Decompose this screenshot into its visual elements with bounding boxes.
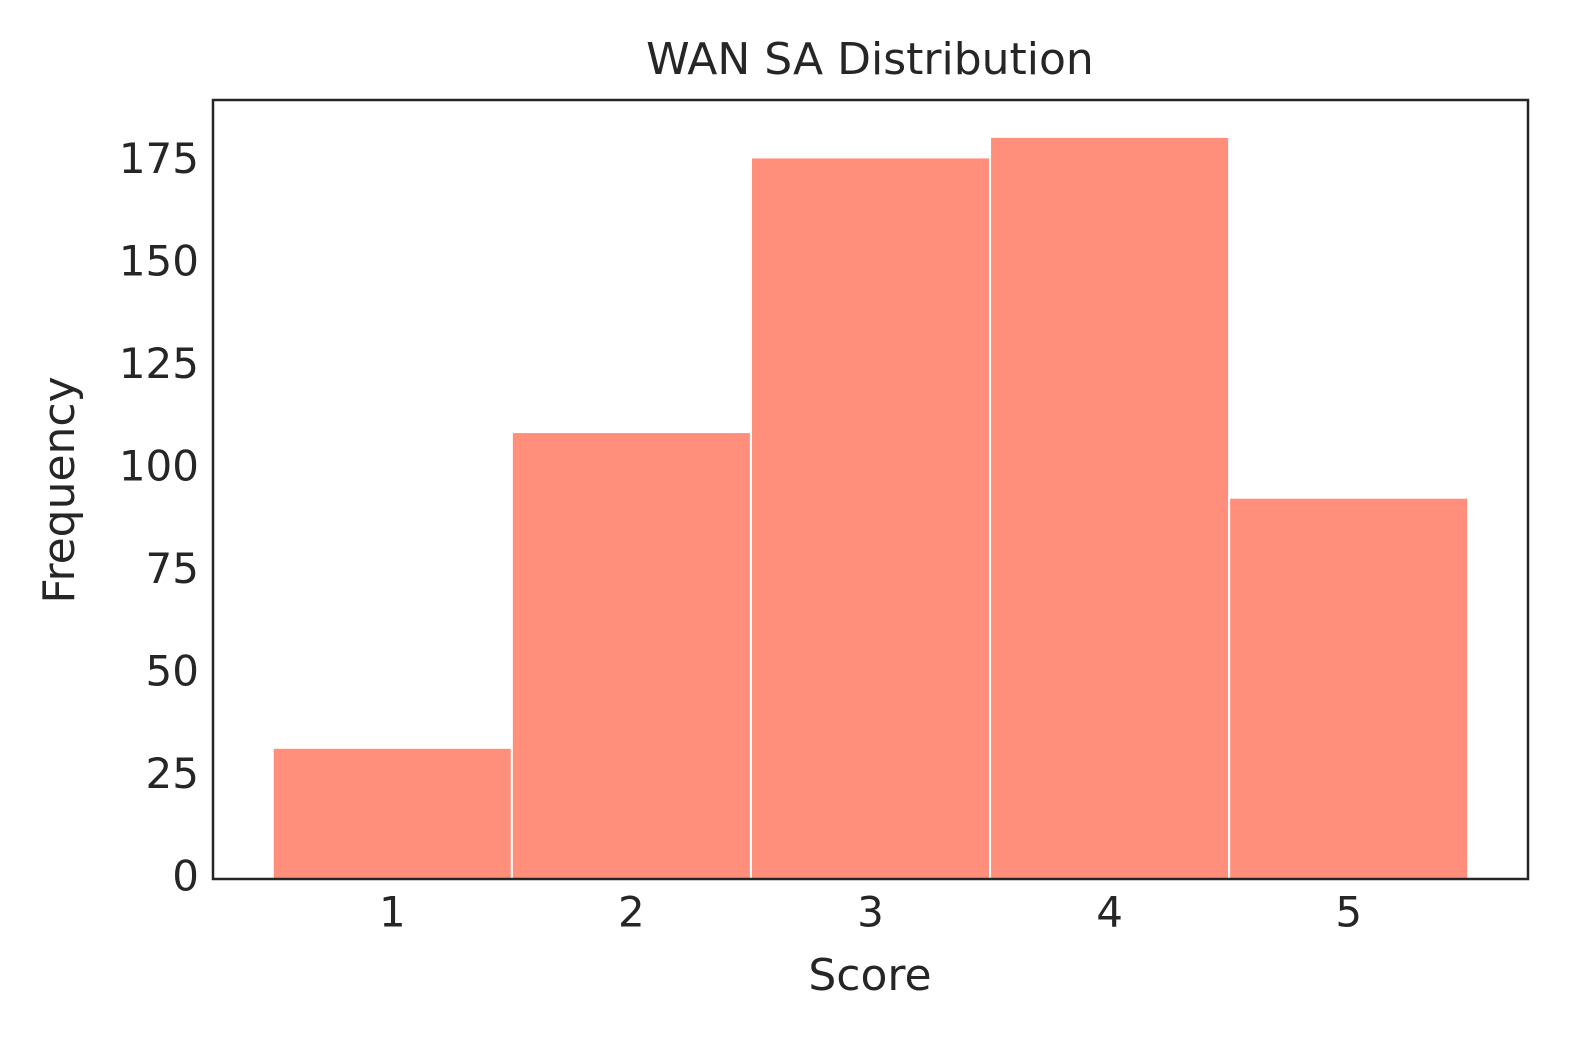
y-tick-label: 100	[119, 442, 199, 491]
y-tick-label: 0	[172, 852, 199, 901]
x-tick-label: 1	[379, 888, 406, 937]
x-tick-label: 4	[1096, 888, 1123, 937]
x-tick-label: 5	[1335, 888, 1362, 937]
x-axis-label: Score	[808, 950, 931, 1001]
y-tick-label: 150	[119, 237, 199, 286]
chart-title: WAN SA Distribution	[646, 34, 1094, 85]
bar	[510, 431, 752, 880]
y-tick-label: 175	[119, 134, 199, 183]
bar	[1228, 496, 1470, 880]
x-tick-label: 3	[857, 888, 884, 937]
y-tick-label: 50	[146, 647, 199, 696]
x-tick-label: 2	[618, 888, 645, 937]
plot-frame	[211, 98, 1530, 881]
bar	[749, 156, 992, 880]
y-tick-label: 125	[119, 339, 199, 388]
bar	[989, 135, 1231, 880]
bar	[271, 746, 513, 880]
y-tick-label: 75	[146, 544, 199, 593]
y-tick-label: 25	[146, 749, 199, 798]
y-axis-label: Frequency	[34, 376, 85, 603]
